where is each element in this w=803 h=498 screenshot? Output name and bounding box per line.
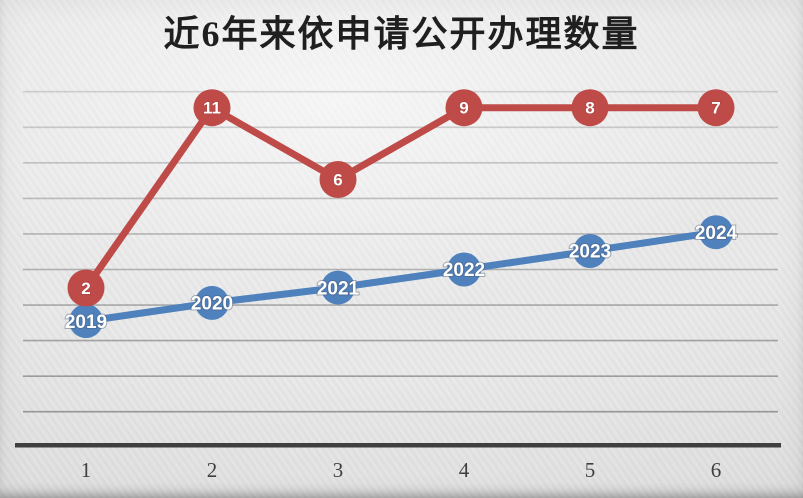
red_series-data-label: 6 <box>333 170 342 189</box>
red_series-marker <box>445 89 483 127</box>
red_series-marker <box>67 269 105 307</box>
chart-title: 近6年来依申请公开办理数量 <box>163 14 640 54</box>
red_series-data-label: 2 <box>81 279 90 298</box>
x-axis-tick-label: 1 <box>81 458 92 482</box>
x-axis-tick-label: 4 <box>459 458 470 482</box>
blue_series-marker <box>573 234 607 268</box>
blue_series-marker <box>69 304 103 339</box>
red_series-data-label: 9 <box>459 99 468 118</box>
blue_series-marker <box>321 270 355 305</box>
red_series-line <box>82 104 720 292</box>
blue_series-data-label: 2023 <box>569 242 611 263</box>
red_series-marker <box>697 89 735 127</box>
x-axis-tick-label: 2 <box>207 458 218 482</box>
red_series-marker <box>571 89 609 127</box>
blue_series-data-label: 2021 <box>317 278 360 299</box>
blue_series-marker <box>195 285 229 320</box>
red_series-marker <box>319 161 357 198</box>
blue_series-data-label: 2020 <box>191 294 233 315</box>
blue_series-marker <box>699 215 733 250</box>
blue_series-data-label: 2019 <box>65 312 107 333</box>
x-axis-tick-label: 6 <box>711 458 722 482</box>
blue_series-data-label: 2024 <box>695 223 738 244</box>
blue_series-line <box>82 228 720 325</box>
x-axis-tick-label: 3 <box>333 458 344 482</box>
blue_series-marker <box>447 252 481 287</box>
blue_series-data-label: 2022 <box>443 260 485 281</box>
red_series-data-label: 11 <box>203 99 221 118</box>
red_series-data-label: 8 <box>585 99 594 118</box>
x-axis-tick-label: 5 <box>585 458 596 482</box>
red_series-marker <box>193 89 231 127</box>
red_series-data-label: 7 <box>711 99 720 118</box>
